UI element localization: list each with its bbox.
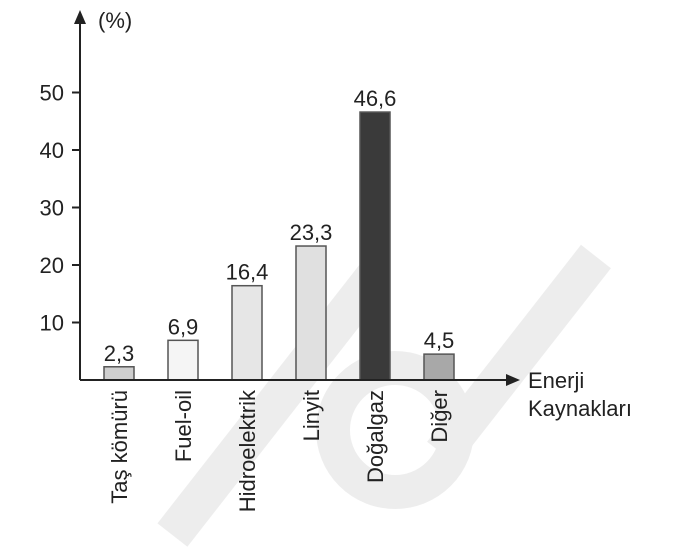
bar — [167, 339, 199, 381]
bar-value-label: 2,3 — [104, 341, 135, 366]
y-ticks-group: 10 20 30 40 50 — [40, 81, 80, 336]
x-axis-title-line1: Enerji — [528, 368, 584, 393]
y-tick-label: 50 — [40, 81, 64, 106]
y-tick-label: 10 — [40, 311, 64, 336]
y-tick-label: 40 — [40, 138, 64, 163]
bar — [359, 111, 391, 381]
bar-value-label: 23,3 — [290, 220, 333, 245]
value-labels-group: 2,3 6,9 16,4 23,3 46,6 4,5 — [104, 86, 455, 366]
category-label: Doğalgaz — [363, 390, 388, 483]
bars-group — [103, 111, 455, 381]
watermark — [157, 244, 611, 547]
category-labels-group: Taş kömürü Fuel-oil Hidroelektrik Linyit Doğ… — [107, 389, 452, 512]
category-label: Linyit — [299, 390, 324, 441]
y-axis-arrow — [74, 10, 86, 24]
category-label: Fuel-oil — [171, 390, 196, 462]
bar — [423, 353, 455, 381]
y-tick-label: 30 — [40, 196, 64, 221]
bar-value-label: 4,5 — [424, 328, 455, 353]
bar-value-label: 16,4 — [226, 260, 269, 285]
category-label: Hidroelektrik — [235, 389, 260, 512]
bar — [103, 366, 135, 381]
bar — [295, 245, 327, 381]
y-tick-label: 20 — [40, 253, 64, 278]
bar-value-label: 46,6 — [354, 86, 397, 111]
x-axis-arrow — [506, 374, 520, 386]
bar — [231, 284, 263, 381]
bar-value-label: 6,9 — [168, 314, 199, 339]
category-label: Taş kömürü — [107, 390, 132, 504]
x-axis-title-line2: Kaynakları — [528, 396, 632, 421]
category-label: Diğer — [427, 390, 452, 443]
y-axis-title: (%) — [98, 8, 132, 33]
